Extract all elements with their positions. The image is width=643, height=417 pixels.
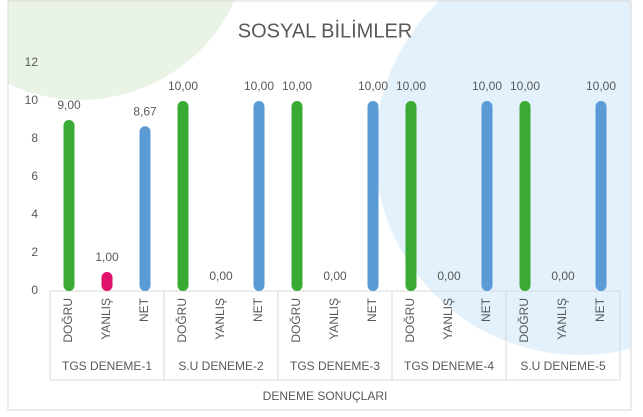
value-label: 0,00 (437, 269, 461, 283)
bar (291, 101, 303, 291)
x-tick-label: NET (137, 297, 151, 322)
x-tick-label: DOĞRU (174, 298, 189, 343)
value-label: 10,00 (168, 79, 198, 93)
x-tick-label: DOĞRU (288, 298, 303, 343)
y-tick-label: 12 (25, 55, 39, 69)
x-axis-title: DENEME SONUÇLARI (263, 389, 388, 403)
value-label: 9,00 (57, 98, 81, 112)
x-group-label: S.U DENEME-2 (178, 359, 264, 373)
bar (367, 101, 379, 291)
y-tick-label: 10 (25, 93, 39, 107)
y-tick-label: 0 (31, 283, 38, 297)
chart-title: SOSYAL BİLİMLER (238, 19, 413, 42)
x-group-label: TGS DENEME-1 (62, 359, 152, 373)
x-tick-label: DOĞRU (402, 298, 417, 343)
value-label: 0,00 (209, 269, 233, 283)
x-group-label: S.U DENEME-5 (520, 359, 606, 373)
background-decoration (8, 0, 631, 355)
value-label: 0,00 (323, 269, 347, 283)
x-group-label: TGS DENEME-3 (290, 359, 380, 373)
x-tick-label: NET (593, 297, 607, 322)
bar (481, 101, 493, 291)
bar (519, 101, 531, 291)
x-tick-label: DOĞRU (516, 298, 531, 343)
x-group-label: TGS DENEME-4 (404, 359, 494, 373)
x-tick-label: YANLIŞ (99, 298, 113, 340)
y-tick-label: 2 (31, 245, 38, 259)
bar (405, 101, 417, 291)
deco-circle (375, 0, 631, 355)
chart-border (7, 0, 632, 411)
value-label: 10,00 (396, 79, 426, 93)
bar (139, 126, 151, 292)
value-label: 8,67 (133, 104, 157, 118)
bar (177, 101, 189, 291)
value-label: 10,00 (282, 79, 312, 93)
value-label: 10,00 (472, 79, 502, 93)
x-tick-label: YANLIŞ (327, 298, 341, 340)
value-label: 10,00 (586, 79, 616, 93)
x-tick-label: YANLIŞ (213, 298, 227, 340)
bar (253, 101, 265, 291)
x-tick-label: NET (365, 297, 379, 322)
y-tick-label: 4 (31, 207, 38, 221)
value-label: 10,00 (244, 79, 274, 93)
x-tick-label: NET (251, 297, 265, 322)
x-tick-label: YANLIŞ (441, 298, 455, 340)
value-label: 0,00 (551, 269, 575, 283)
deco-circle (8, 0, 235, 100)
value-label: 1,00 (95, 250, 119, 264)
y-tick-label: 8 (31, 131, 38, 145)
value-label: 10,00 (510, 79, 540, 93)
bar (101, 272, 113, 291)
x-tick-label: YANLIŞ (555, 298, 569, 340)
x-tick-label: DOĞRU (60, 298, 75, 343)
bar (63, 120, 75, 291)
x-tick-label: NET (479, 297, 493, 322)
bar (595, 101, 607, 291)
y-tick-label: 6 (31, 169, 38, 183)
value-label: 10,00 (358, 79, 388, 93)
